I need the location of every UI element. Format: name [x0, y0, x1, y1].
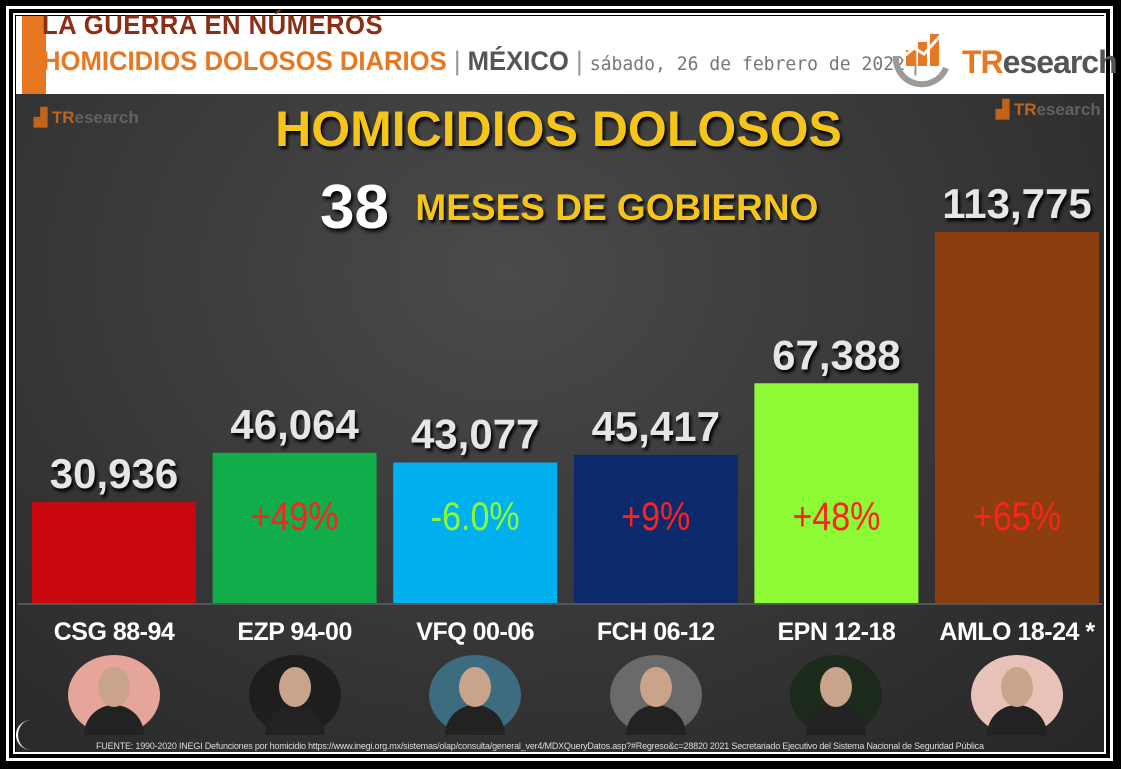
months-number: 38 [320, 173, 389, 242]
watermark-left: ▟ TResearch [34, 108, 139, 128]
change-label-5: +48% [792, 493, 880, 538]
value-label-1: 30,936 [50, 450, 178, 497]
value-label-5: 67,388 [772, 331, 900, 378]
source-note: FUENTE: 1990-2020 INEGI Defunciones por … [96, 741, 984, 751]
chart-title: HOMICIDIOS DOLOSOS [275, 101, 842, 157]
header-subtitle: HOMICIDIOS DOLOSOS DIARIOS | MÉXICO | sá… [42, 46, 919, 77]
bar-4 [573, 454, 738, 603]
category-label-2: EZP 94-00 [237, 618, 352, 646]
bar-1 [32, 502, 196, 603]
bar-5 [754, 383, 919, 603]
header-separator-3: | [912, 46, 919, 76]
tresearch-logo-text: TResearch [962, 44, 1118, 81]
change-label-2: +49% [251, 493, 339, 538]
watermark-right-research: esearch [1036, 100, 1101, 119]
watermark-left-icon: ▟ [34, 108, 48, 127]
president-photo-4 [609, 655, 702, 735]
value-label-2: 46,064 [230, 401, 359, 448]
change-label-6: +65% [973, 493, 1061, 538]
header-accent-bar [22, 16, 46, 94]
inner-frame [13, 13, 1106, 754]
watermark-left-research: esearch [74, 108, 139, 127]
president-photo-1 [68, 655, 160, 735]
bar-2 [212, 452, 377, 603]
category-label-5: EPN 12-18 [777, 618, 896, 646]
category-label-6: AMLO 18-24 * [939, 618, 1095, 646]
president-photo-2 [248, 655, 341, 735]
logo-text-tr: TR [962, 44, 1004, 80]
outer-frame [6, 6, 1113, 761]
frame-corner [16, 720, 32, 750]
months-text: MESES DE GOBIERNO [415, 186, 819, 228]
category-label-3: VFQ 00-06 [416, 618, 535, 646]
change-label-3: -6.0% [431, 493, 520, 538]
category-label-1: CSG 88-94 [53, 618, 175, 646]
president-photo-6 [971, 655, 1063, 735]
value-label-6: 113,775 [942, 180, 1092, 227]
watermark-right: ▟ TResearch [996, 100, 1101, 120]
category-label-4: FCH 06-12 [596, 618, 715, 646]
tresearch-logo-icon [888, 24, 960, 93]
bar-3 [393, 462, 558, 603]
value-label-4: 45,417 [592, 403, 720, 450]
watermark-left-tr: TR [51, 108, 75, 127]
president-photo-5 [790, 655, 883, 735]
president-photo-3 [429, 655, 522, 735]
header-country: MÉXICO [467, 46, 569, 76]
header-title: LA GUERRA EN NÚMEROS [42, 10, 384, 40]
watermark-right-tr: TR [1013, 100, 1037, 119]
header-separator-2: | [576, 46, 583, 76]
watermark-right-icon: ▟ [996, 100, 1010, 119]
logo-text-research: esearch [1002, 44, 1118, 80]
chart-background [16, 16, 1104, 752]
baseline [18, 603, 1102, 605]
bar-6 [935, 232, 1099, 603]
header-date: sábado, 26 de febrero de 2022 [589, 53, 905, 75]
change-label-4: +9% [621, 493, 690, 538]
value-label-3: 43,077 [411, 411, 539, 458]
header-topic: HOMICIDIOS DOLOSOS DIARIOS [42, 46, 447, 76]
chart-subtitle: 38 MESES DE GOBIERNO [320, 172, 818, 243]
header-separator: | [453, 46, 461, 76]
